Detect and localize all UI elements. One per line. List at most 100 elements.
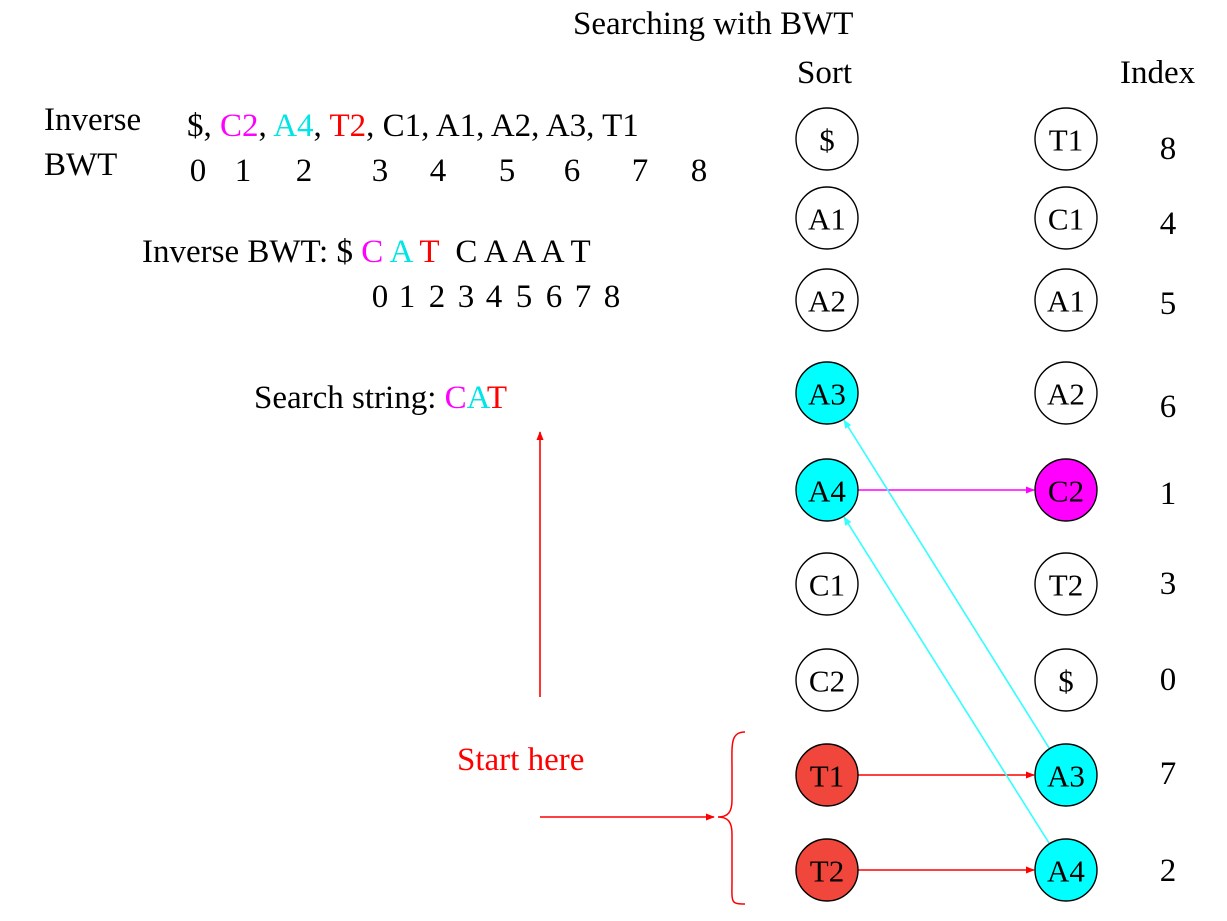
bwt-node: T1 bbox=[1034, 107, 1098, 171]
node-circle bbox=[795, 107, 859, 171]
inverse-index: 7 bbox=[632, 153, 649, 189]
start-range-brace bbox=[717, 731, 746, 905]
index-value: 0 bbox=[1160, 662, 1177, 698]
bwt-node: A4 bbox=[1034, 838, 1098, 902]
inverse-index: 6 bbox=[564, 153, 581, 189]
node-circle bbox=[795, 458, 859, 522]
index-value: 5 bbox=[1160, 286, 1177, 322]
node-circle bbox=[1034, 107, 1098, 171]
node-label: A2 bbox=[1047, 377, 1085, 412]
inverse-index: 3 bbox=[372, 153, 389, 189]
inverse-index: 0 bbox=[190, 153, 207, 189]
node-circle bbox=[1034, 743, 1098, 807]
sort-node: T1 bbox=[795, 743, 859, 807]
inverse-string-index: 7 bbox=[575, 279, 592, 315]
inverse-string-letter: C bbox=[361, 234, 389, 270]
node-circle bbox=[795, 648, 859, 712]
node-circle bbox=[1034, 838, 1098, 902]
index-header: Index bbox=[1120, 55, 1196, 91]
node-label: C1 bbox=[809, 568, 845, 603]
inverse-index: 1 bbox=[235, 153, 252, 189]
node-label: A4 bbox=[808, 474, 846, 509]
sort-node: $ bbox=[795, 107, 859, 171]
inverse-string-letter: A bbox=[541, 234, 571, 270]
search-string-letter: A bbox=[467, 380, 491, 416]
inverse-string-letter: A bbox=[390, 234, 420, 270]
inverse-string-index: 4 bbox=[486, 279, 503, 315]
node-label: T2 bbox=[1049, 568, 1083, 603]
search-string-letter: C bbox=[445, 380, 467, 416]
lf-mapping-arrows bbox=[843, 419, 1051, 874]
index-value: 8 bbox=[1160, 131, 1177, 167]
index-value: 6 bbox=[1160, 389, 1177, 425]
node-label: A1 bbox=[1047, 284, 1085, 319]
index-value: 1 bbox=[1160, 476, 1177, 512]
index-value: 7 bbox=[1160, 756, 1177, 792]
inverse-row-segment: A4 bbox=[273, 108, 313, 144]
node-label: C2 bbox=[809, 664, 845, 699]
inverse-index: 5 bbox=[499, 153, 516, 189]
index-value: 2 bbox=[1160, 853, 1177, 889]
inverse-string-index: 3 bbox=[458, 279, 475, 315]
diagram-title: Searching with BWT bbox=[573, 6, 853, 42]
inverse-string-index: 0 bbox=[372, 279, 389, 315]
node-circle bbox=[795, 552, 859, 616]
node-label: C1 bbox=[1048, 202, 1084, 237]
inverse-string-letter: A bbox=[512, 234, 540, 270]
inverse-string-index: 1 bbox=[399, 279, 416, 315]
bwt-node: C1 bbox=[1034, 186, 1098, 250]
node-circle bbox=[1034, 186, 1098, 250]
inverse-index: 2 bbox=[296, 153, 313, 189]
bwt-node: $ bbox=[1034, 648, 1098, 712]
inverse-row-segment: , bbox=[259, 108, 274, 144]
node-circle bbox=[795, 838, 859, 902]
inverse-row-segment: $ bbox=[187, 108, 204, 144]
sort-node: A3 bbox=[795, 361, 859, 425]
index-value: 3 bbox=[1160, 566, 1177, 602]
bwt-column: T1 C1 A1 A2 C2 T2 $ A3 A4 bbox=[1034, 107, 1098, 902]
node-circle bbox=[1034, 552, 1098, 616]
node-circle bbox=[795, 743, 859, 807]
inverse-row-segment: , bbox=[314, 108, 330, 144]
bwt-node: T2 bbox=[1034, 552, 1098, 616]
inverse-string-letter: T bbox=[570, 234, 598, 270]
node-circle bbox=[795, 361, 859, 425]
node-label: T1 bbox=[810, 759, 844, 794]
search-string-letter: T bbox=[487, 380, 507, 416]
node-label: C2 bbox=[1048, 474, 1084, 509]
node-circle bbox=[1034, 268, 1098, 332]
node-label: T1 bbox=[1049, 123, 1083, 158]
inverse-string-index: 6 bbox=[546, 279, 563, 315]
node-circle bbox=[1034, 361, 1098, 425]
start-here-label: Start here bbox=[457, 742, 584, 778]
sort-node: A2 bbox=[795, 268, 859, 332]
index-value: 4 bbox=[1160, 206, 1177, 242]
index-column: 8 4 5 6 1 3 0 7 2 bbox=[1160, 131, 1177, 889]
inverse-string-label: Inverse BWT: $ bbox=[142, 234, 361, 270]
bwt-node: A3 bbox=[1034, 743, 1098, 807]
inverse-bwt-row: $, C2, A4, T2, C1, A1, A2, A3, T1 bbox=[187, 108, 639, 144]
mapping-arrow bbox=[843, 516, 1051, 845]
inverse-string-letter: T bbox=[419, 234, 455, 270]
bwt-node: A2 bbox=[1034, 361, 1098, 425]
inverse-bwt-string: Inverse BWT: $ C A T C A A A T bbox=[142, 234, 598, 270]
inverse-string-letter: A bbox=[484, 234, 512, 270]
node-label: A4 bbox=[1047, 854, 1085, 889]
sort-node: A1 bbox=[795, 186, 859, 250]
inverse-string-index: 8 bbox=[604, 279, 621, 315]
inverse-string-index: 2 bbox=[429, 279, 446, 315]
search-string: Search string: CAT bbox=[254, 380, 507, 416]
inverse-row-segment: T2 bbox=[329, 108, 366, 144]
node-circle bbox=[795, 186, 859, 250]
search-string-label: Search string: bbox=[254, 380, 445, 416]
inverse-index: 8 bbox=[691, 153, 708, 189]
node-label: A2 bbox=[808, 284, 846, 319]
inverse-label-line2: BWT bbox=[44, 147, 117, 183]
inverse-index: 4 bbox=[430, 153, 447, 189]
inverse-row-segment: C2 bbox=[220, 108, 259, 144]
node-circle bbox=[795, 268, 859, 332]
inverse-row-segment: , C1, A1, A2, A3, T1 bbox=[366, 108, 639, 144]
